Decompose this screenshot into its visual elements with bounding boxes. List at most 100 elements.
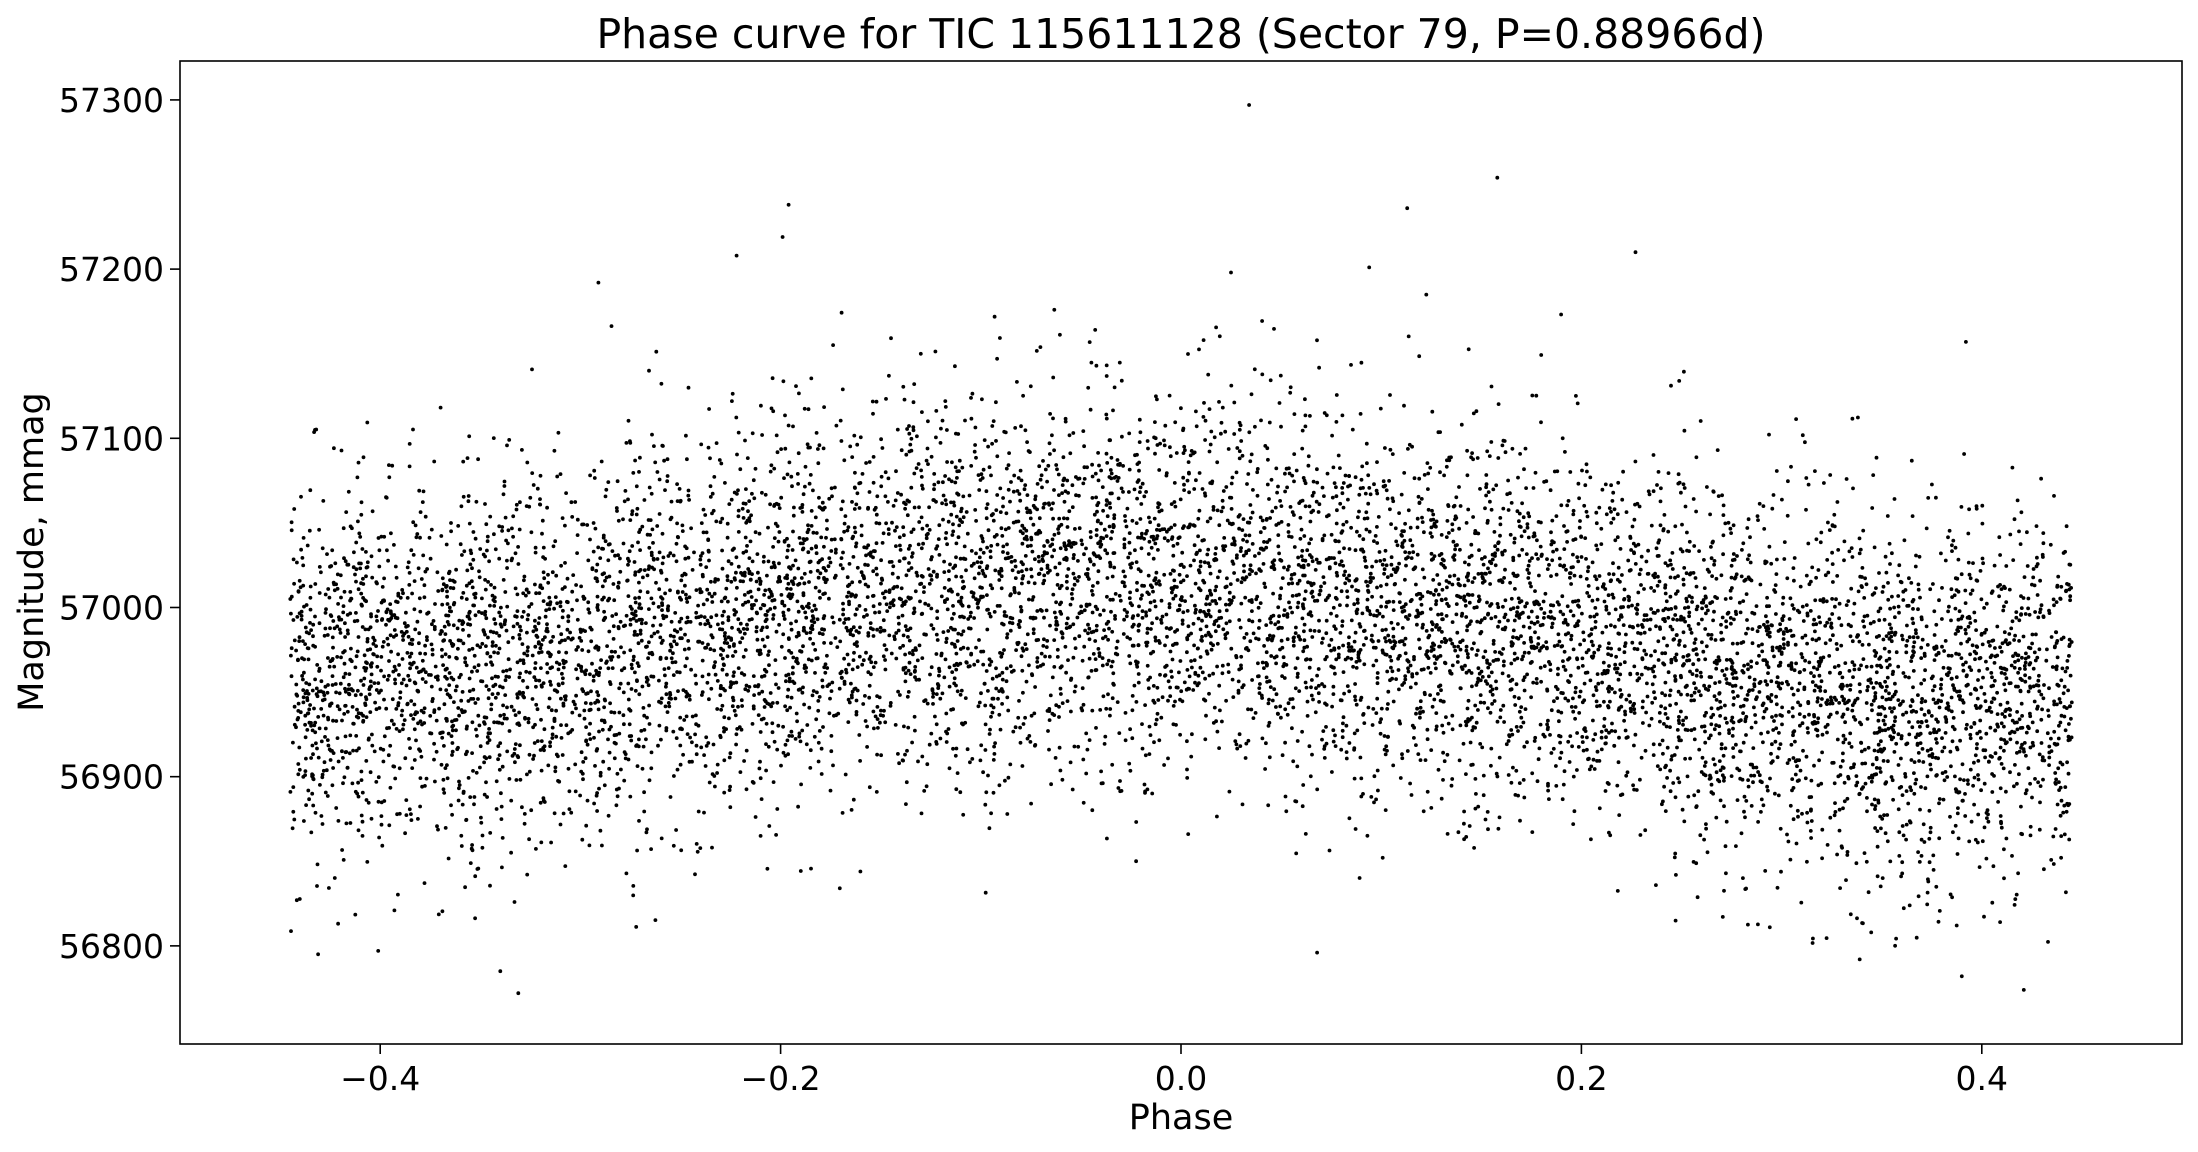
data-point xyxy=(574,706,578,711)
data-point xyxy=(1679,490,1683,495)
data-point xyxy=(2066,771,2071,776)
data-point xyxy=(897,535,902,540)
data-point xyxy=(414,665,419,670)
data-point xyxy=(1484,482,1489,487)
data-point xyxy=(1521,678,1526,683)
data-point xyxy=(1327,566,1332,571)
data-point xyxy=(1875,874,1880,879)
data-point xyxy=(1666,615,1671,620)
data-point xyxy=(1623,709,1627,714)
data-point xyxy=(984,566,989,571)
data-point xyxy=(1320,485,1325,490)
data-point xyxy=(769,704,774,709)
data-point xyxy=(867,490,872,494)
data-point xyxy=(1679,692,1683,697)
data-point xyxy=(1663,680,1668,685)
data-point xyxy=(851,625,856,630)
data-point xyxy=(700,641,705,645)
data-point xyxy=(2019,594,2023,598)
data-point xyxy=(1205,552,1210,557)
data-point xyxy=(1609,578,1613,583)
data-point xyxy=(606,542,611,547)
data-point xyxy=(1019,654,1024,659)
data-point xyxy=(1752,677,1757,682)
data-point xyxy=(1372,482,1376,487)
data-point xyxy=(732,708,737,713)
data-point xyxy=(291,557,296,562)
data-point xyxy=(1344,723,1349,728)
data-point xyxy=(875,717,880,721)
data-point xyxy=(951,500,956,505)
data-point xyxy=(809,546,814,551)
data-point xyxy=(1521,624,1526,629)
data-point xyxy=(743,687,748,692)
data-point xyxy=(1282,608,1287,612)
data-point xyxy=(1702,558,1706,562)
data-point xyxy=(1457,758,1462,763)
data-point xyxy=(744,487,748,491)
data-point xyxy=(1709,782,1714,787)
data-point xyxy=(1602,699,1606,704)
data-point xyxy=(1425,727,1430,732)
data-point xyxy=(855,607,859,611)
data-point xyxy=(1649,653,1653,658)
data-point xyxy=(1821,655,1826,660)
data-point xyxy=(750,491,754,496)
data-point xyxy=(1408,781,1412,786)
data-point xyxy=(1923,786,1928,791)
data-point xyxy=(1794,841,1799,846)
data-point xyxy=(602,609,606,614)
data-point xyxy=(450,741,455,745)
data-point xyxy=(372,749,377,754)
data-point xyxy=(1812,688,1817,693)
data-point xyxy=(644,830,649,835)
data-point xyxy=(1660,651,1665,656)
data-point xyxy=(1680,617,1684,622)
data-point xyxy=(1765,788,1770,793)
data-point xyxy=(1268,633,1272,638)
data-point xyxy=(1724,819,1729,824)
data-point xyxy=(2036,678,2041,683)
data-point xyxy=(319,707,324,711)
data-point xyxy=(1852,601,1857,606)
data-point xyxy=(1519,599,1524,603)
data-point xyxy=(1370,564,1374,569)
data-point xyxy=(1473,806,1478,811)
data-point xyxy=(339,617,344,622)
data-point xyxy=(839,507,844,512)
data-point xyxy=(873,714,878,719)
data-point xyxy=(405,596,410,600)
data-point xyxy=(2037,647,2042,652)
data-point xyxy=(1963,601,1968,605)
data-point xyxy=(926,462,930,466)
data-point xyxy=(1355,601,1360,605)
data-point xyxy=(1105,499,1109,503)
data-point xyxy=(2000,712,2005,716)
data-point xyxy=(1229,481,1234,486)
data-point xyxy=(719,599,724,604)
data-point xyxy=(2035,706,2039,711)
data-point xyxy=(1110,696,1115,701)
data-point xyxy=(781,750,786,755)
data-point xyxy=(1057,704,1061,709)
data-point xyxy=(1208,516,1213,521)
data-point xyxy=(1526,563,1531,568)
data-point xyxy=(1106,637,1110,642)
data-point xyxy=(865,724,869,729)
data-point xyxy=(882,595,887,600)
data-point xyxy=(715,679,720,683)
data-point xyxy=(1513,587,1517,591)
data-point xyxy=(511,534,515,539)
data-point xyxy=(802,625,806,630)
data-point xyxy=(982,681,987,686)
data-point xyxy=(454,728,458,733)
data-point xyxy=(1905,623,1909,628)
data-point xyxy=(1876,798,1881,803)
data-point xyxy=(808,473,813,477)
data-point xyxy=(571,573,576,577)
data-point xyxy=(1251,716,1256,720)
data-point xyxy=(911,652,915,657)
data-point xyxy=(923,601,928,606)
data-point xyxy=(1680,807,1685,812)
data-point xyxy=(1896,604,1901,609)
